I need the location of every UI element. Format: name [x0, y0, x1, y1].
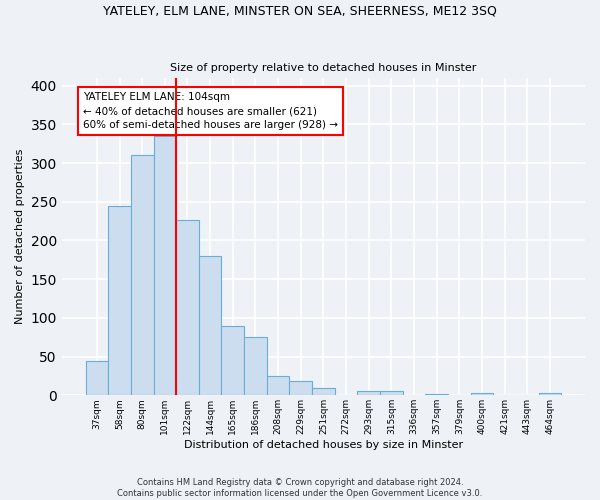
Bar	[176, 220, 199, 396]
Bar	[131, 154, 154, 396]
Bar	[221, 326, 244, 396]
Bar	[380, 390, 403, 396]
Bar	[154, 136, 176, 396]
Title: Size of property relative to detached houses in Minster: Size of property relative to detached ho…	[170, 63, 476, 73]
Text: YATELEY ELM LANE: 104sqm
← 40% of detached houses are smaller (621)
60% of semi-: YATELEY ELM LANE: 104sqm ← 40% of detach…	[83, 92, 338, 130]
Y-axis label: Number of detached properties: Number of detached properties	[15, 149, 25, 324]
Text: Contains HM Land Registry data © Crown copyright and database right 2024.
Contai: Contains HM Land Registry data © Crown c…	[118, 478, 482, 498]
X-axis label: Distribution of detached houses by size in Minster: Distribution of detached houses by size …	[184, 440, 463, 450]
Bar	[199, 256, 221, 396]
Bar	[312, 388, 335, 396]
Bar	[108, 206, 131, 396]
Bar	[267, 376, 289, 396]
Bar	[289, 382, 312, 396]
Bar	[358, 392, 380, 396]
Bar	[470, 393, 493, 396]
Bar	[539, 393, 561, 396]
Bar	[86, 361, 108, 396]
Text: YATELEY, ELM LANE, MINSTER ON SEA, SHEERNESS, ME12 3SQ: YATELEY, ELM LANE, MINSTER ON SEA, SHEER…	[103, 5, 497, 18]
Bar	[244, 337, 267, 396]
Bar	[425, 394, 448, 396]
